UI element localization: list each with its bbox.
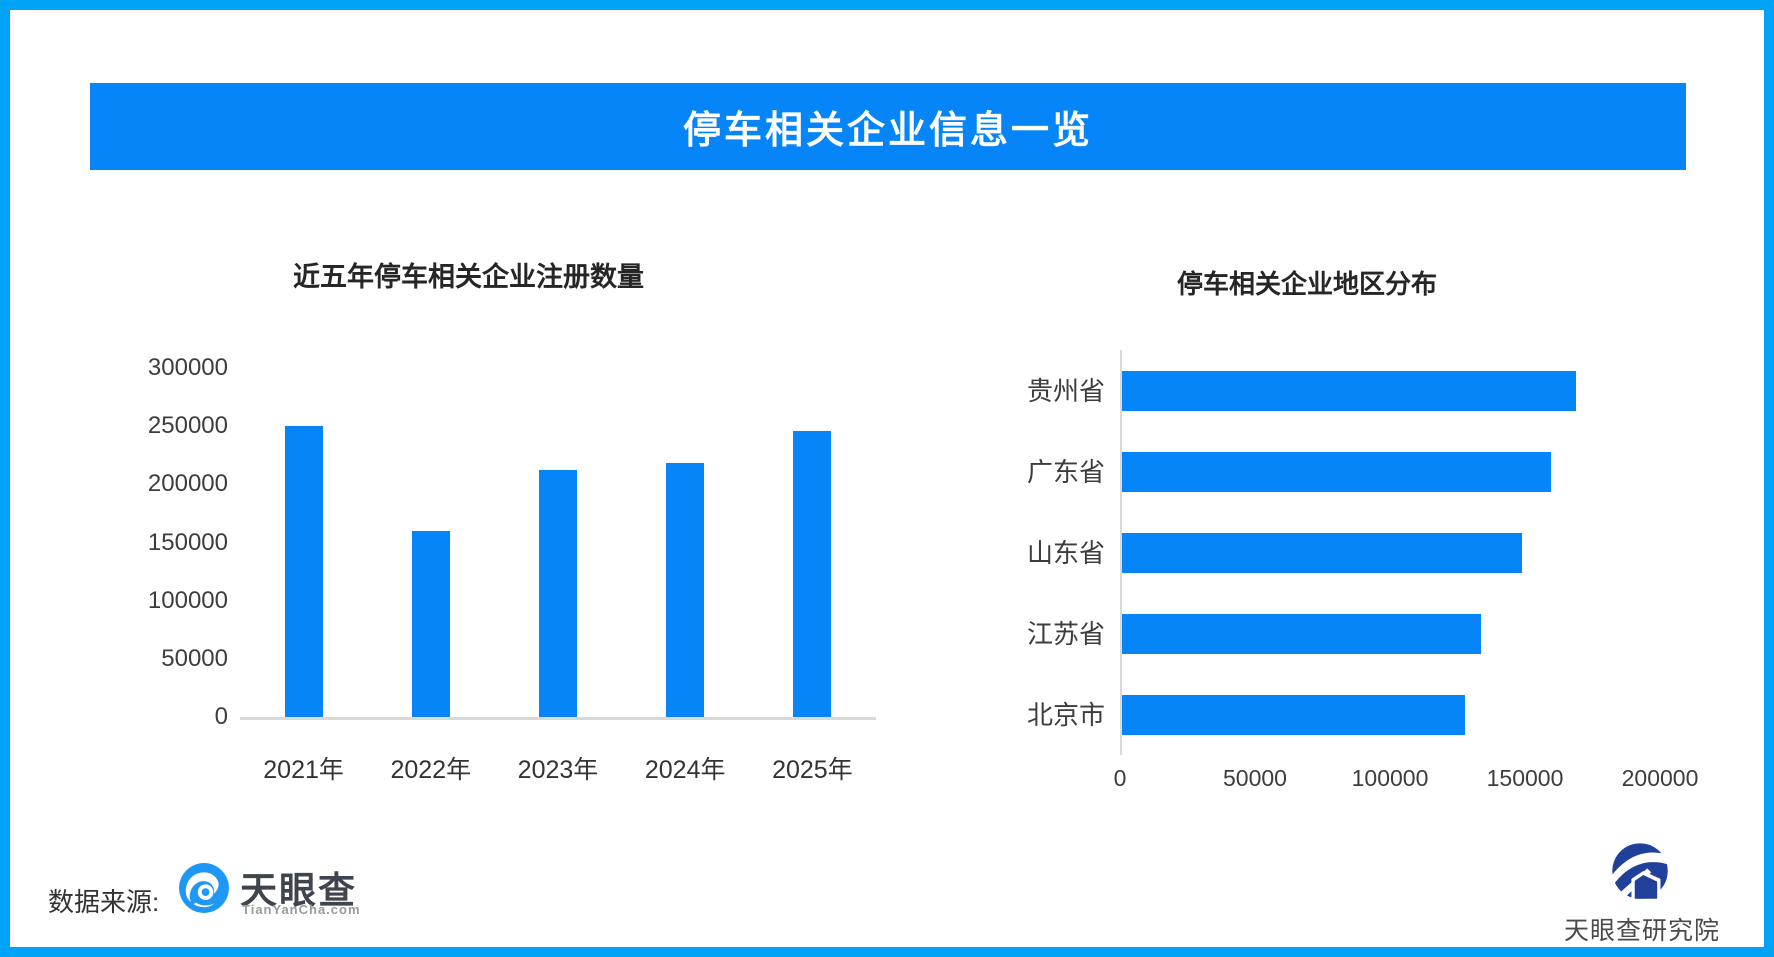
bar <box>1122 694 1465 735</box>
x-tick-label: 2024年 <box>644 756 726 784</box>
institute-name: 天眼查研究院 <box>1563 917 1720 945</box>
registrations-plot <box>240 368 876 720</box>
registrations-x-axis-labels: 2021年 2022年 2023年 2024年 2025年 <box>240 750 876 790</box>
content-area: 停车相关企业信息一览 近五年停车相关企业注册数量 停车相关企业地区分布 0 500… <box>10 10 1764 947</box>
bar <box>1122 613 1482 654</box>
category-label: 贵州省 <box>1026 375 1105 406</box>
x-tick-label: 2025年 <box>772 756 853 784</box>
institute-logo: 天眼查研究院 <box>1562 842 1722 952</box>
tianyancha-eye-icon <box>179 863 229 913</box>
x-tick-label: 150000 <box>1486 765 1564 791</box>
y-tick-label: 0 <box>214 703 228 730</box>
y-tick-label: 250000 <box>147 412 228 440</box>
x-tick-label: 50000 <box>1223 765 1287 791</box>
bar <box>1122 532 1522 573</box>
tianyancha-logo: 天眼查 TianYanCha.com <box>178 858 408 928</box>
y-tick-label: 100000 <box>147 586 228 614</box>
x-tick-label: 200000 <box>1621 765 1699 791</box>
regions-category-labels: 贵州省广东省山东省江苏省北京市 <box>945 350 1105 755</box>
bar <box>1122 451 1552 492</box>
category-label: 北京市 <box>1026 699 1105 730</box>
category-label: 江苏省 <box>1026 618 1105 649</box>
registrations-chart-title: 近五年停车相关企业注册数量 <box>293 262 644 292</box>
regions-chart-title: 停车相关企业地区分布 <box>1177 269 1438 299</box>
tianyancha-name: 天眼查 <box>240 870 357 911</box>
x-tick-label: 2021年 <box>263 756 344 784</box>
regions-plot <box>1120 350 1662 755</box>
y-tick-label: 50000 <box>161 644 228 672</box>
x-tick-label: 2023年 <box>517 756 599 784</box>
bar <box>284 426 323 717</box>
bar <box>411 530 450 717</box>
page-title: 停车相关企业信息一览 <box>682 110 1093 152</box>
bar <box>539 470 577 717</box>
category-label: 山东省 <box>1026 537 1105 568</box>
y-tick-label: 200000 <box>147 470 228 498</box>
bar <box>793 430 832 717</box>
bar <box>1122 370 1576 411</box>
institute-emblem-icon <box>1609 843 1675 899</box>
data-source-label: 数据来源: <box>48 887 160 917</box>
tianyancha-domain: TianYanCha.com <box>242 902 361 917</box>
x-tick-label: 2022年 <box>390 756 472 784</box>
x-tick-label: 100000 <box>1351 765 1429 791</box>
registrations-y-axis-labels: 0 50000 100000 150000 200000 250000 300000 <box>80 354 228 730</box>
y-tick-label: 150000 <box>147 528 228 556</box>
x-tick-label: 0 <box>1113 765 1127 791</box>
title-banner: 停车相关企业信息一览 <box>90 83 1686 170</box>
regions-x-axis-labels: 0 50000 100000 150000 200000 <box>1114 765 1699 799</box>
category-label: 广东省 <box>1026 456 1105 487</box>
bar <box>666 463 705 717</box>
y-tick-label: 300000 <box>147 354 228 381</box>
